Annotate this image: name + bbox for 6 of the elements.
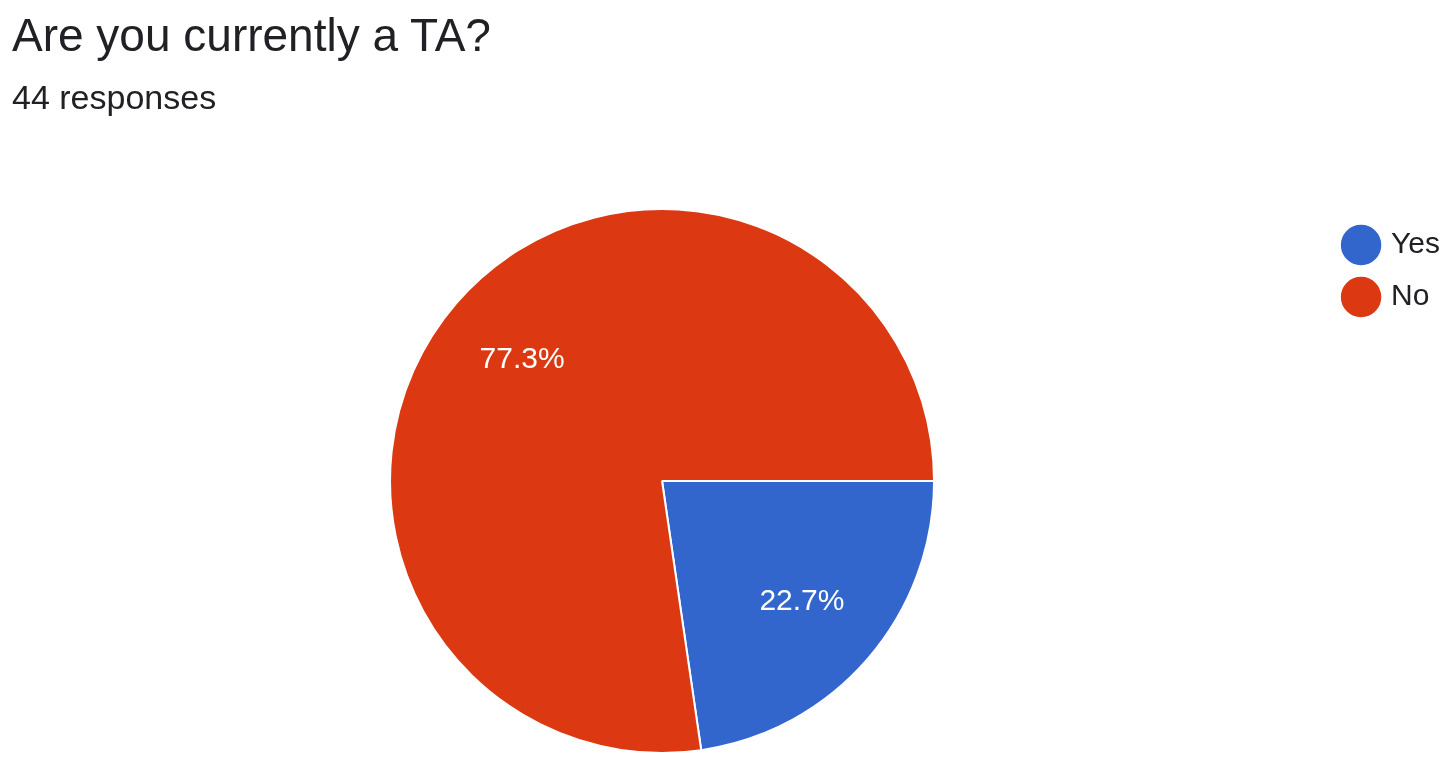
data-label: 77.3% <box>479 341 565 375</box>
legend-label: Yes <box>1391 226 1441 260</box>
data-label: 22.7% <box>759 583 845 617</box>
legend-label: No <box>1391 278 1430 312</box>
chart-title: Are you currently a TA? <box>12 8 491 62</box>
text: 44 responses <box>12 77 217 118</box>
